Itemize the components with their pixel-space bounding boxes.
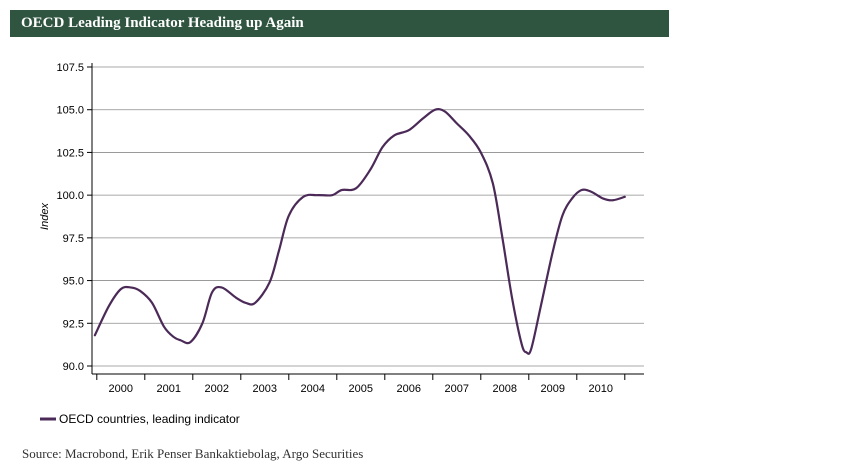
series-line bbox=[93, 108, 626, 355]
y-tick-label: 100.0 bbox=[56, 190, 84, 202]
y-axis-title: Index bbox=[39, 203, 51, 230]
x-tick-label: 2004 bbox=[301, 383, 325, 395]
source-note: Source: Macrobond, Erik Penser Bankaktie… bbox=[22, 446, 364, 461]
y-tick-label: 107.5 bbox=[56, 62, 84, 74]
y-tick-label: 90.0 bbox=[63, 361, 84, 373]
grid-layer bbox=[92, 66, 644, 367]
x-tick-label: 2009 bbox=[541, 383, 565, 395]
series-layer bbox=[93, 108, 626, 355]
x-tick-label: 2007 bbox=[445, 383, 469, 395]
y-tick-label: 102.5 bbox=[56, 147, 84, 159]
legend: OECD countries, leading indicator bbox=[40, 412, 240, 426]
chart-title: OECD Leading Indicator Heading up Again bbox=[10, 10, 669, 37]
y-tick-label: 95.0 bbox=[63, 276, 84, 288]
y-tick-label: 92.5 bbox=[63, 318, 84, 330]
y-tick-label: 105.0 bbox=[56, 105, 84, 117]
x-tick-label: 2008 bbox=[493, 383, 517, 395]
x-tick-label: 2002 bbox=[205, 383, 229, 395]
axis-layer: 90.0 92.5 95.0 97.5 100.0 102.5 105.0 107.5 Inde… bbox=[39, 62, 644, 395]
x-tick-label: 2001 bbox=[157, 383, 181, 395]
x-tick-label: 2010 bbox=[589, 383, 613, 395]
x-tick-label: 2006 bbox=[397, 383, 421, 395]
x-tick-label: 2000 bbox=[109, 383, 133, 395]
x-tick-label: 2005 bbox=[349, 383, 373, 395]
x-tick-label: 2003 bbox=[253, 383, 277, 395]
y-tick-label: 97.5 bbox=[63, 233, 84, 245]
legend-label: OECD countries, leading indicator bbox=[59, 412, 240, 426]
